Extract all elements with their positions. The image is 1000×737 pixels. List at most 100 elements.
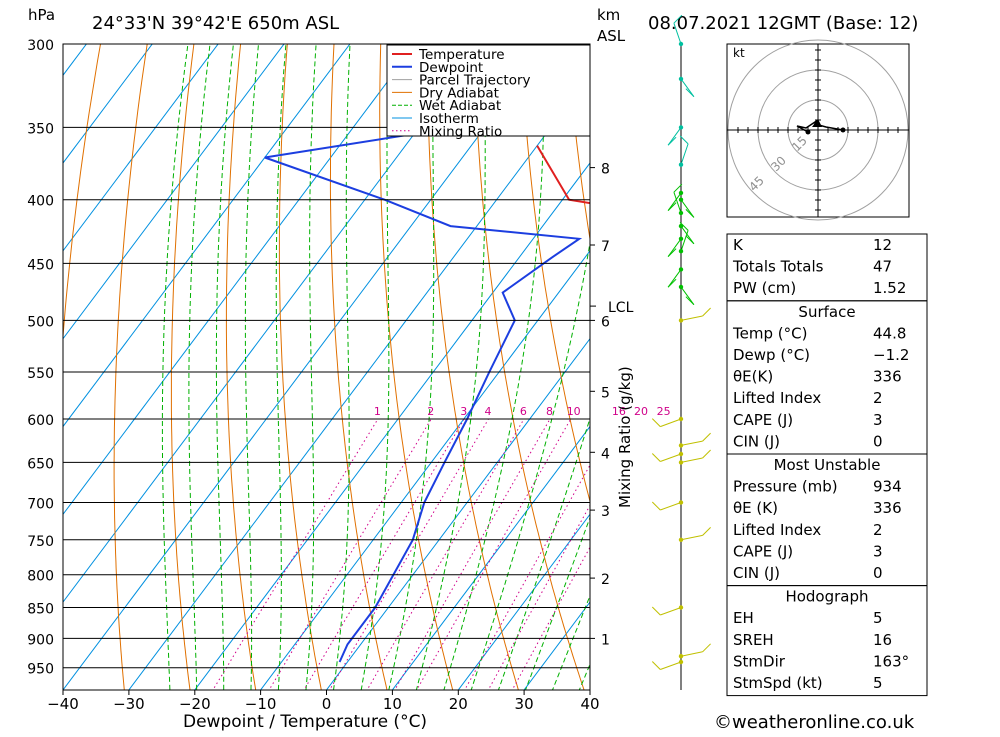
mixing-ratio-line <box>414 419 571 695</box>
wet-adiabat-line <box>245 0 269 722</box>
stats-row-label: StmSpd (kt) <box>733 674 823 692</box>
pressure-tick-label: 750 <box>27 534 54 550</box>
mixing-ratio-label: 1 <box>374 405 381 418</box>
stats-row-value: 16 <box>873 631 892 649</box>
wet-adiabat-line <box>303 0 325 722</box>
wind-barb-dot <box>679 249 683 253</box>
wind-barb-flag <box>652 419 660 427</box>
height-tick-label: 6 <box>601 314 610 330</box>
pressure-tick-label: 950 <box>27 662 54 678</box>
pressure-tick-label: 350 <box>27 121 54 137</box>
pressure-unit-label: hPa <box>28 6 55 24</box>
hodograph-unit: kt <box>733 46 745 60</box>
wind-barb-flag <box>652 454 660 462</box>
stats-row-value: 0 <box>873 564 883 582</box>
hodograph-point <box>841 128 846 133</box>
stats-row-value: 0 <box>873 432 883 450</box>
pressure-tick-label: 400 <box>27 194 54 210</box>
mixing-ratio-axis-label: Mixing Ratio (g/kg) <box>616 366 634 508</box>
wind-barb-dot <box>679 654 683 658</box>
wind-barb-dot <box>679 237 683 241</box>
x-tick-label: 30 <box>515 695 534 713</box>
x-tick-label: 10 <box>383 695 402 713</box>
plot-frame <box>63 44 590 690</box>
stats-row-label: Pressure (mb) <box>733 478 838 496</box>
mixing-ratio-label: 25 <box>657 405 671 418</box>
height-tick-label: 1 <box>601 632 610 648</box>
stats-row-value: 47 <box>873 258 892 276</box>
mixing-ratio-line <box>301 419 464 695</box>
wind-barb-shaft <box>674 192 681 213</box>
wind-barb-shaft <box>681 230 688 251</box>
wind-barb-dot <box>679 198 683 202</box>
wet-adiabat-line <box>162 0 202 722</box>
wind-barb-flag <box>703 527 711 535</box>
wind-barb-shaft <box>681 652 703 656</box>
mixing-ratio-line <box>266 419 431 695</box>
mixing-ratio-line <box>509 419 660 695</box>
stats-row-label: CIN (J) <box>733 564 780 582</box>
pressure-tick-label: 900 <box>27 632 54 648</box>
pressure-tick-label: 600 <box>27 413 54 429</box>
x-tick-label: −10 <box>245 695 277 713</box>
stats-row-value: 934 <box>873 478 902 496</box>
mixing-ratio-line <box>392 419 550 695</box>
stats-row-label: EH <box>733 609 754 627</box>
wind-barb-flag <box>668 249 676 257</box>
stats-row-value: 336 <box>873 368 902 386</box>
mixing-ratio-label: 3 <box>460 405 467 418</box>
stats-row-value: 1.52 <box>873 279 906 297</box>
wind-barb-shaft <box>681 535 703 539</box>
stats-row-label: Temp (°C) <box>732 324 807 342</box>
stats-section-title: Most Unstable <box>774 456 881 474</box>
wind-barb-dot <box>679 538 683 542</box>
dry-adiabat-line <box>962 0 1000 722</box>
wind-barb-dot <box>679 211 683 215</box>
pressure-tick-label: 650 <box>27 456 54 472</box>
wind-barb-flag <box>686 89 694 97</box>
wet-adiabat-line <box>216 0 245 722</box>
isotherm-line <box>0 0 160 722</box>
stats-row-value: 3 <box>873 542 883 560</box>
wind-barb-flag <box>686 236 694 244</box>
wind-barb-dot <box>679 77 683 81</box>
wind-barb-dot <box>679 267 683 271</box>
stats-row-value: 12 <box>873 236 892 254</box>
hodograph-point <box>806 130 811 135</box>
mixing-ratio-line <box>364 419 524 695</box>
x-tick-label: 20 <box>449 695 468 713</box>
wind-barb-dot <box>679 605 683 609</box>
x-axis-label: Dewpoint / Temperature (°C) <box>183 712 427 732</box>
pressure-tick-label: 300 <box>27 38 54 54</box>
dry-adiabat-line <box>330 0 394 722</box>
stats-row-value: 44.8 <box>873 324 906 342</box>
mixing-ratio-label: 6 <box>520 405 527 418</box>
stats-row-label: SREH <box>733 631 774 649</box>
mixing-ratio-label: 20 <box>634 405 648 418</box>
wind-barb-flag <box>703 644 711 652</box>
lcl-label: LCL <box>608 300 634 316</box>
stats-row-label: CAPE (J) <box>733 411 793 429</box>
wind-barb-shaft <box>668 127 681 145</box>
height-tick-label: 2 <box>601 572 610 588</box>
wind-barb-flag <box>652 607 660 615</box>
height-tick-label: 7 <box>601 239 610 255</box>
wet-adiabat-line <box>189 0 224 722</box>
stats-section-title: Surface <box>798 303 855 321</box>
stats-row-value: 5 <box>873 609 883 627</box>
stats-row-label: Lifted Index <box>733 521 821 539</box>
stats-row-label: θE(K) <box>733 368 773 386</box>
wind-barb-dot <box>679 660 683 664</box>
wind-barb-dot <box>679 500 683 504</box>
x-tick-label: 40 <box>580 695 599 713</box>
stats-row-label: Lifted Index <box>733 389 821 407</box>
wind-barb-shaft <box>660 662 681 670</box>
wind-barb-dot <box>679 191 683 195</box>
dry-adiabat-line <box>114 0 163 722</box>
height-tick-label: 4 <box>601 446 610 462</box>
stats-row-label: CAPE (J) <box>733 542 793 560</box>
wind-barb-shaft <box>681 79 694 97</box>
stats-row-label: θE (K) <box>733 499 778 517</box>
